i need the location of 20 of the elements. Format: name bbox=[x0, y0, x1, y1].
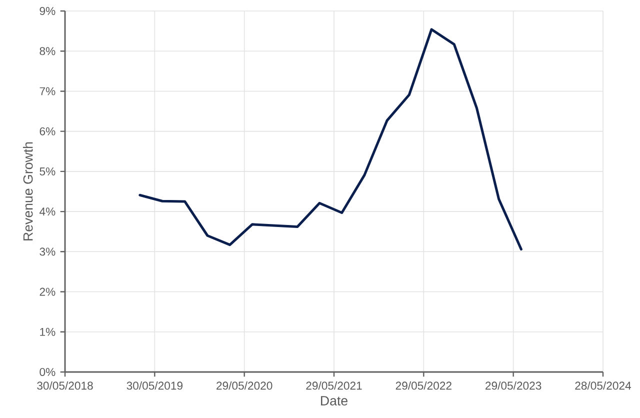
x-tick-label: 29/05/2022 bbox=[396, 381, 452, 390]
x-tick-label: 29/05/2020 bbox=[216, 381, 272, 390]
line-series bbox=[138, 28, 522, 251]
y-axis-title: Revenue Growth bbox=[22, 142, 33, 240]
y-tick-label: 9% bbox=[40, 7, 56, 16]
y-tick-label: 2% bbox=[40, 288, 56, 296]
y-tick-label: 3% bbox=[40, 248, 56, 256]
y-tick-label: 0% bbox=[40, 368, 56, 376]
y-tick-label: 1% bbox=[40, 328, 56, 336]
y-tick-label: 6% bbox=[40, 127, 56, 136]
x-tick-label: 30/05/2018 bbox=[37, 381, 93, 390]
x-tick-label: 30/05/2019 bbox=[126, 381, 182, 390]
x-tick-label: 28/05/2024 bbox=[575, 381, 632, 390]
x-tick-label: 29/05/2021 bbox=[306, 381, 362, 390]
y-tick-label: 4% bbox=[40, 208, 56, 216]
y-tick-label: 5% bbox=[40, 167, 56, 176]
y-tick-label: 7% bbox=[40, 87, 56, 96]
y-tick-label: 8% bbox=[40, 47, 56, 56]
x-tick-label: 29/05/2023 bbox=[486, 381, 542, 390]
x-axis-title: Date bbox=[321, 396, 348, 406]
